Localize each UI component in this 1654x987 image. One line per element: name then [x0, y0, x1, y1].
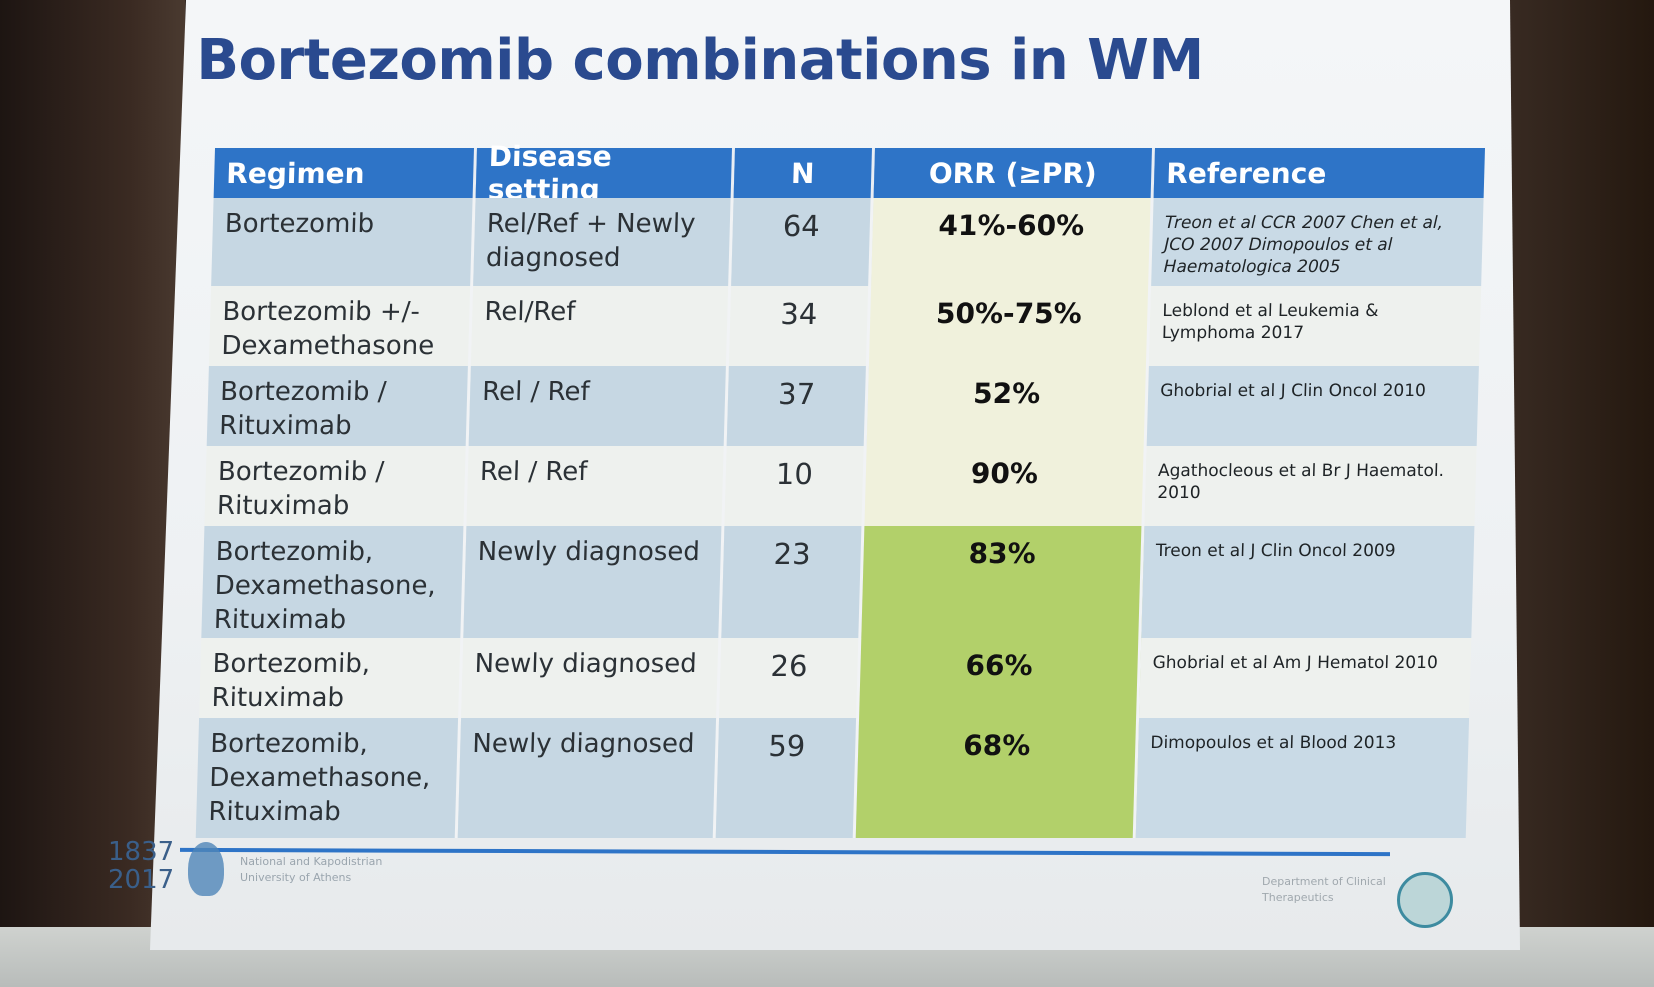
table-row: Bortezomib +/- Dexamethasone Rel/Ref 34 … [208, 286, 1482, 366]
university-logo-icon [188, 842, 224, 896]
table-row: Bortezomib, Dexamethasone, Rituximab New… [195, 718, 1470, 838]
results-table: Regimen Disease setting N ORR (≥PR) Refe… [194, 140, 1485, 888]
setting-cell: Newly diagnosed [461, 638, 722, 718]
n-cell: 34 [728, 286, 872, 366]
setting-cell: Rel / Ref [468, 366, 729, 446]
header-regimen: Regimen [213, 148, 477, 198]
reference-cell: Dimopoulos et al Blood 2013 [1135, 718, 1470, 838]
n-cell: 23 [721, 526, 865, 638]
table-header: Regimen Disease setting N ORR (≥PR) Refe… [213, 140, 1485, 206]
slide-title: Bortezomib combinations in WM [196, 28, 1204, 93]
orr-cell: 83% [861, 526, 1145, 638]
orr-cell: 41%-60% [871, 198, 1154, 286]
room-wall-right [1494, 0, 1654, 987]
setting-cell: Rel/Ref + Newly diagnosed [473, 198, 734, 286]
setting-cell: Rel / Ref [466, 446, 727, 526]
n-cell: 64 [731, 198, 874, 286]
reference-cell: Treon et al J Clin Oncol 2009 [1141, 526, 1475, 638]
header-reference: Reference [1153, 148, 1485, 198]
anniversary-years: 1837 2017 [108, 837, 175, 895]
orr-cell: 90% [864, 446, 1147, 526]
university-footer: 1837 2017 National and Kapodistrian Univ… [108, 838, 408, 898]
department-name: Department of Clinical Therapeutics [1262, 875, 1386, 904]
table-row: Bortezomib / Rituximab Rel / Ref 37 52% … [206, 366, 1479, 446]
orr-cell: 66% [859, 638, 1142, 718]
regimen-cell: Bortezomib / Rituximab [206, 366, 471, 446]
orr-cell: 52% [866, 366, 1149, 446]
room-wall-left [0, 0, 185, 987]
n-cell: 10 [724, 446, 867, 526]
n-cell: 59 [715, 718, 860, 838]
orr-cell: 50%-75% [868, 286, 1152, 366]
header-disease-setting: Disease setting [475, 140, 735, 206]
reference-cell: Leblond et al Leukemia & Lymphoma 2017 [1148, 286, 1482, 366]
header-orr: ORR (≥PR) [873, 148, 1155, 198]
university-name: National and Kapodistrian University of … [240, 855, 383, 884]
department-seal-icon [1397, 872, 1453, 928]
regimen-cell: Bortezomib [211, 198, 476, 286]
table-row: Bortezomib, Rituximab Newly diagnosed 26… [199, 638, 1472, 718]
regimen-cell: Bortezomib, Dexamethasone, Rituximab [195, 718, 462, 838]
table-row: Bortezomib, Dexamethasone, Rituximab New… [201, 526, 1475, 638]
regimen-cell: Bortezomib +/- Dexamethasone [208, 286, 474, 366]
table-row: Bortezomib / Rituximab Rel / Ref 10 90% … [204, 446, 1477, 526]
reference-cell: Treon et al CCR 2007 Chen et al, JCO 200… [1151, 198, 1484, 286]
n-cell: 37 [726, 366, 869, 446]
header-n: N [733, 148, 875, 198]
regimen-cell: Bortezomib, Dexamethasone, Rituximab [201, 526, 467, 638]
reference-cell: Agathocleous et al Br J Haematol. 2010 [1144, 446, 1477, 526]
regimen-cell: Bortezomib, Rituximab [199, 638, 464, 718]
orr-cell: 68% [855, 718, 1140, 838]
reference-cell: Ghobrial et al Am J Hematol 2010 [1139, 638, 1472, 718]
table-row: Bortezomib Rel/Ref + Newly diagnosed 64 … [211, 198, 1484, 286]
department-footer: Department of Clinical Therapeutics [1262, 872, 1462, 932]
reference-cell: Ghobrial et al J Clin Oncol 2010 [1146, 366, 1479, 446]
setting-cell: Newly diagnosed [463, 526, 725, 638]
setting-cell: Newly diagnosed [457, 718, 720, 838]
regimen-cell: Bortezomib / Rituximab [204, 446, 469, 526]
setting-cell: Rel/Ref [470, 286, 732, 366]
n-cell: 26 [719, 638, 862, 718]
